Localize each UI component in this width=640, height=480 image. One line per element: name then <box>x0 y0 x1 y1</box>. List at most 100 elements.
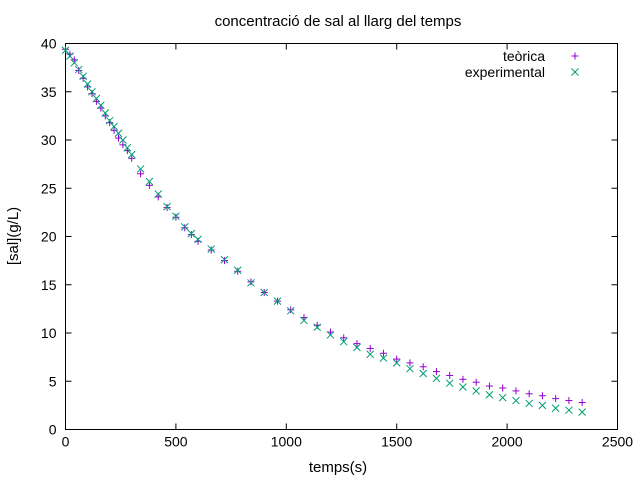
y-tick-label: 0 <box>49 422 57 438</box>
data-point <box>119 136 127 144</box>
y-tick-label: 15 <box>41 277 57 293</box>
data-point <box>66 52 74 60</box>
y-tick-label: 5 <box>49 373 57 389</box>
legend-label-teorica: teòrica <box>503 48 545 64</box>
data-point <box>119 141 127 149</box>
data-point <box>127 150 136 159</box>
data-point <box>207 245 216 253</box>
data-point <box>247 278 255 286</box>
y-tick-label: 10 <box>41 325 57 341</box>
data-point <box>114 129 123 138</box>
x-tick-label: 500 <box>164 434 188 450</box>
data-point <box>406 364 414 373</box>
data-point <box>485 390 494 399</box>
data-point <box>353 340 361 348</box>
data-point <box>220 255 229 264</box>
data-point <box>499 384 507 392</box>
data-point <box>525 399 534 408</box>
data-point <box>340 334 348 342</box>
data-point <box>565 397 573 405</box>
legend-marker-symbol <box>571 52 579 60</box>
data-points <box>61 45 587 416</box>
data-point <box>472 378 480 386</box>
data-point <box>105 116 114 125</box>
data-point <box>512 387 520 395</box>
y-tick-label: 20 <box>41 229 57 245</box>
legend-marker-symbol <box>571 68 579 76</box>
data-point <box>459 375 467 383</box>
data-point <box>313 323 322 332</box>
data-point <box>110 126 118 134</box>
series-experimental <box>61 46 587 416</box>
data-point <box>180 222 189 231</box>
series-teorica <box>62 45 586 406</box>
data-point <box>172 213 180 221</box>
data-point <box>538 401 547 410</box>
data-point <box>300 316 308 325</box>
data-point <box>472 387 481 395</box>
y-tick-label: 35 <box>41 84 57 100</box>
data-point <box>145 177 154 186</box>
data-point <box>551 404 560 413</box>
y-tick-label: 30 <box>41 132 57 148</box>
data-point <box>552 395 560 403</box>
data-point <box>110 122 118 131</box>
x-tick-label: 0 <box>62 434 70 450</box>
data-point <box>181 224 189 232</box>
y-axis-ticks: 0 5 10 15 20 25 30 35 40 <box>41 36 618 438</box>
legend: teòrica experimental <box>465 48 579 80</box>
data-point <box>70 58 79 67</box>
x-tick-label: 1500 <box>381 434 412 450</box>
data-point <box>565 406 573 415</box>
data-point <box>419 363 427 371</box>
data-point <box>207 246 215 254</box>
legend-label-experimental: experimental <box>465 64 545 80</box>
y-axis-title: [sal](g/L) <box>5 207 22 265</box>
data-point <box>61 46 70 55</box>
data-point <box>392 359 401 367</box>
data-point <box>445 379 454 388</box>
data-point <box>366 344 374 352</box>
legend-marker-experimental <box>571 68 579 76</box>
data-point <box>88 87 96 96</box>
data-point <box>446 371 454 379</box>
chart-title: concentració de sal al llarg del temps <box>215 13 462 30</box>
data-point <box>393 355 401 363</box>
data-point <box>234 267 242 275</box>
data-point <box>366 350 375 359</box>
data-point <box>187 229 196 238</box>
data-point <box>432 374 441 383</box>
data-point <box>163 202 171 211</box>
data-point <box>123 143 132 152</box>
data-point <box>145 181 153 189</box>
data-point <box>74 65 83 74</box>
data-point <box>432 368 440 376</box>
x-tick-label: 1000 <box>271 434 302 450</box>
data-point <box>459 383 467 391</box>
data-point <box>406 359 414 367</box>
data-point <box>220 257 228 265</box>
legend-marker-teorica <box>571 52 579 60</box>
x-tick-label: 2000 <box>492 434 523 450</box>
data-point <box>233 266 242 275</box>
data-point <box>163 204 171 212</box>
data-point <box>172 212 180 221</box>
x-tick-label: 2500 <box>602 434 633 450</box>
data-point <box>101 109 110 117</box>
plot-frame <box>65 43 618 430</box>
data-point <box>137 170 145 178</box>
x-axis-ticks: 0 500 1000 1500 2000 2500 <box>62 43 633 450</box>
data-point <box>498 393 507 402</box>
data-point <box>96 101 105 110</box>
data-point <box>512 396 520 405</box>
data-point <box>326 331 335 339</box>
data-point <box>79 72 88 81</box>
data-point <box>379 349 387 357</box>
data-point <box>538 392 546 400</box>
data-point <box>194 235 202 244</box>
data-point <box>339 337 348 346</box>
data-point <box>62 45 69 53</box>
data-point <box>379 354 388 362</box>
data-point <box>92 94 101 103</box>
